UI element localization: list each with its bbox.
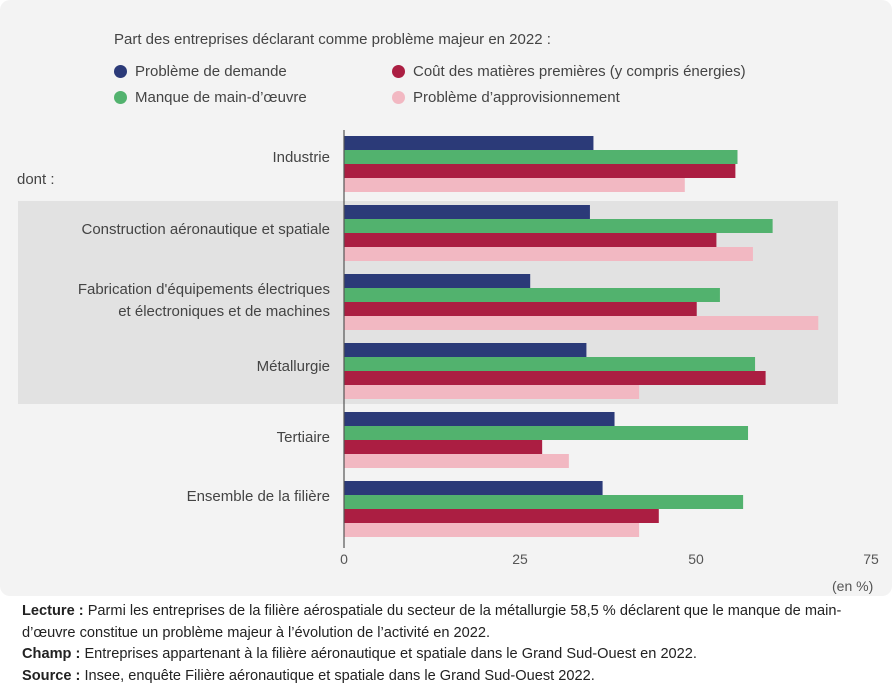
legend-title: Part des entreprises déclarant comme pro… (114, 31, 551, 48)
legend-dot-main-oeuvre (114, 90, 127, 104)
bar-demande-3 (344, 343, 587, 357)
bar-main_oeuvre-3 (344, 357, 756, 371)
bar-approvisionnement-1 (344, 247, 753, 261)
note-label: Champ : (22, 646, 81, 662)
bar-approvisionnement-2 (344, 316, 819, 330)
legend-dot-demande (114, 64, 127, 78)
category-label-tertiaire: Tertiaire (277, 427, 330, 449)
category-label-line: Industrie (272, 149, 330, 166)
bar-demande-0 (344, 136, 594, 150)
legend-dot-approvisionnement (392, 90, 405, 104)
legend-item-approvisionnement: Problème d’approvisionnement (392, 87, 620, 107)
bar-demande-5 (344, 481, 603, 495)
note-text: Insee, enquête Filière aéronautique et s… (84, 667, 595, 684)
bar-approvisionnement-4 (344, 454, 569, 468)
legend-label: Coût des matières premières (y compris é… (413, 62, 746, 80)
bar-approvisionnement-3 (344, 385, 640, 399)
dont-label: dont : (17, 171, 55, 188)
category-label-line: et électroniques et de machines (118, 303, 330, 320)
notes-block: Lecture : Parmi les entreprises de la fi… (22, 601, 882, 687)
bar-main_oeuvre-1 (344, 219, 773, 233)
note-source: Source : Insee, enquête Filière aéronaut… (22, 666, 882, 688)
bar-matieres-4 (344, 440, 543, 454)
category-label-ensemble: Ensemble de la filière (187, 486, 330, 508)
legend-label: Problème de demande (135, 62, 287, 80)
bar-matieres-0 (344, 164, 736, 178)
bar-matieres-3 (344, 371, 766, 385)
bar-matieres-2 (344, 302, 697, 316)
category-label-line: Ensemble de la filière (186, 488, 330, 505)
bar-demande-4 (344, 412, 615, 426)
note-label: Source : (22, 667, 81, 684)
x-axis-unit: (en %) (832, 578, 874, 594)
x-tick-label: 75 (863, 551, 879, 567)
note-lecture: Lecture : Parmi les entreprises de la fi… (22, 601, 882, 644)
legend-label: Problème d’approvisionnement (413, 88, 620, 106)
bar-main_oeuvre-4 (344, 426, 749, 440)
bar-approvisionnement-0 (344, 178, 685, 192)
note-label: Lecture : (22, 603, 84, 619)
x-tick-label: 0 (340, 551, 348, 567)
bar-main_oeuvre-0 (344, 150, 738, 164)
bar-main_oeuvre-2 (344, 288, 720, 302)
category-label-line: Métallurgie (256, 358, 330, 375)
legend-item-matieres: Coût des matières premières (y compris é… (392, 61, 746, 81)
bar-main_oeuvre-5 (344, 495, 744, 509)
legend-dot-matieres (392, 64, 405, 78)
category-label-line: Construction aéronautique et spatiale (81, 221, 331, 238)
category-label-fabrication: Fabrication d'équipements électriques et… (78, 279, 330, 323)
category-label-construction: Construction aéronautique et spatiale (82, 219, 331, 241)
category-label-metallurgie: Métallurgie (257, 356, 330, 378)
bar-demande-1 (344, 205, 590, 219)
bar-matieres-5 (344, 509, 659, 523)
bar-demande-2 (344, 274, 531, 288)
legend-item-main-oeuvre: Manque de main-d’œuvre (114, 87, 307, 107)
x-tick-label: 50 (688, 551, 704, 567)
legend-label: Manque de main-d’œuvre (135, 88, 307, 106)
legend-item-demande: Problème de demande (114, 61, 287, 81)
category-label-line: Tertiaire (276, 429, 330, 446)
category-label-industrie: Industrie (272, 147, 330, 169)
bar-matieres-1 (344, 233, 717, 247)
bar-approvisionnement-5 (344, 523, 640, 537)
x-tick-label: 25 (512, 551, 528, 567)
note-champ: Champ : Entreprises appartenant à la fil… (22, 644, 882, 666)
note-text: Parmi les entreprises de la filière aéro… (22, 603, 842, 641)
category-label-line: Fabrication d'équipements électriques (77, 281, 330, 298)
note-text: Entreprises appartenant à la filière aér… (84, 646, 697, 662)
